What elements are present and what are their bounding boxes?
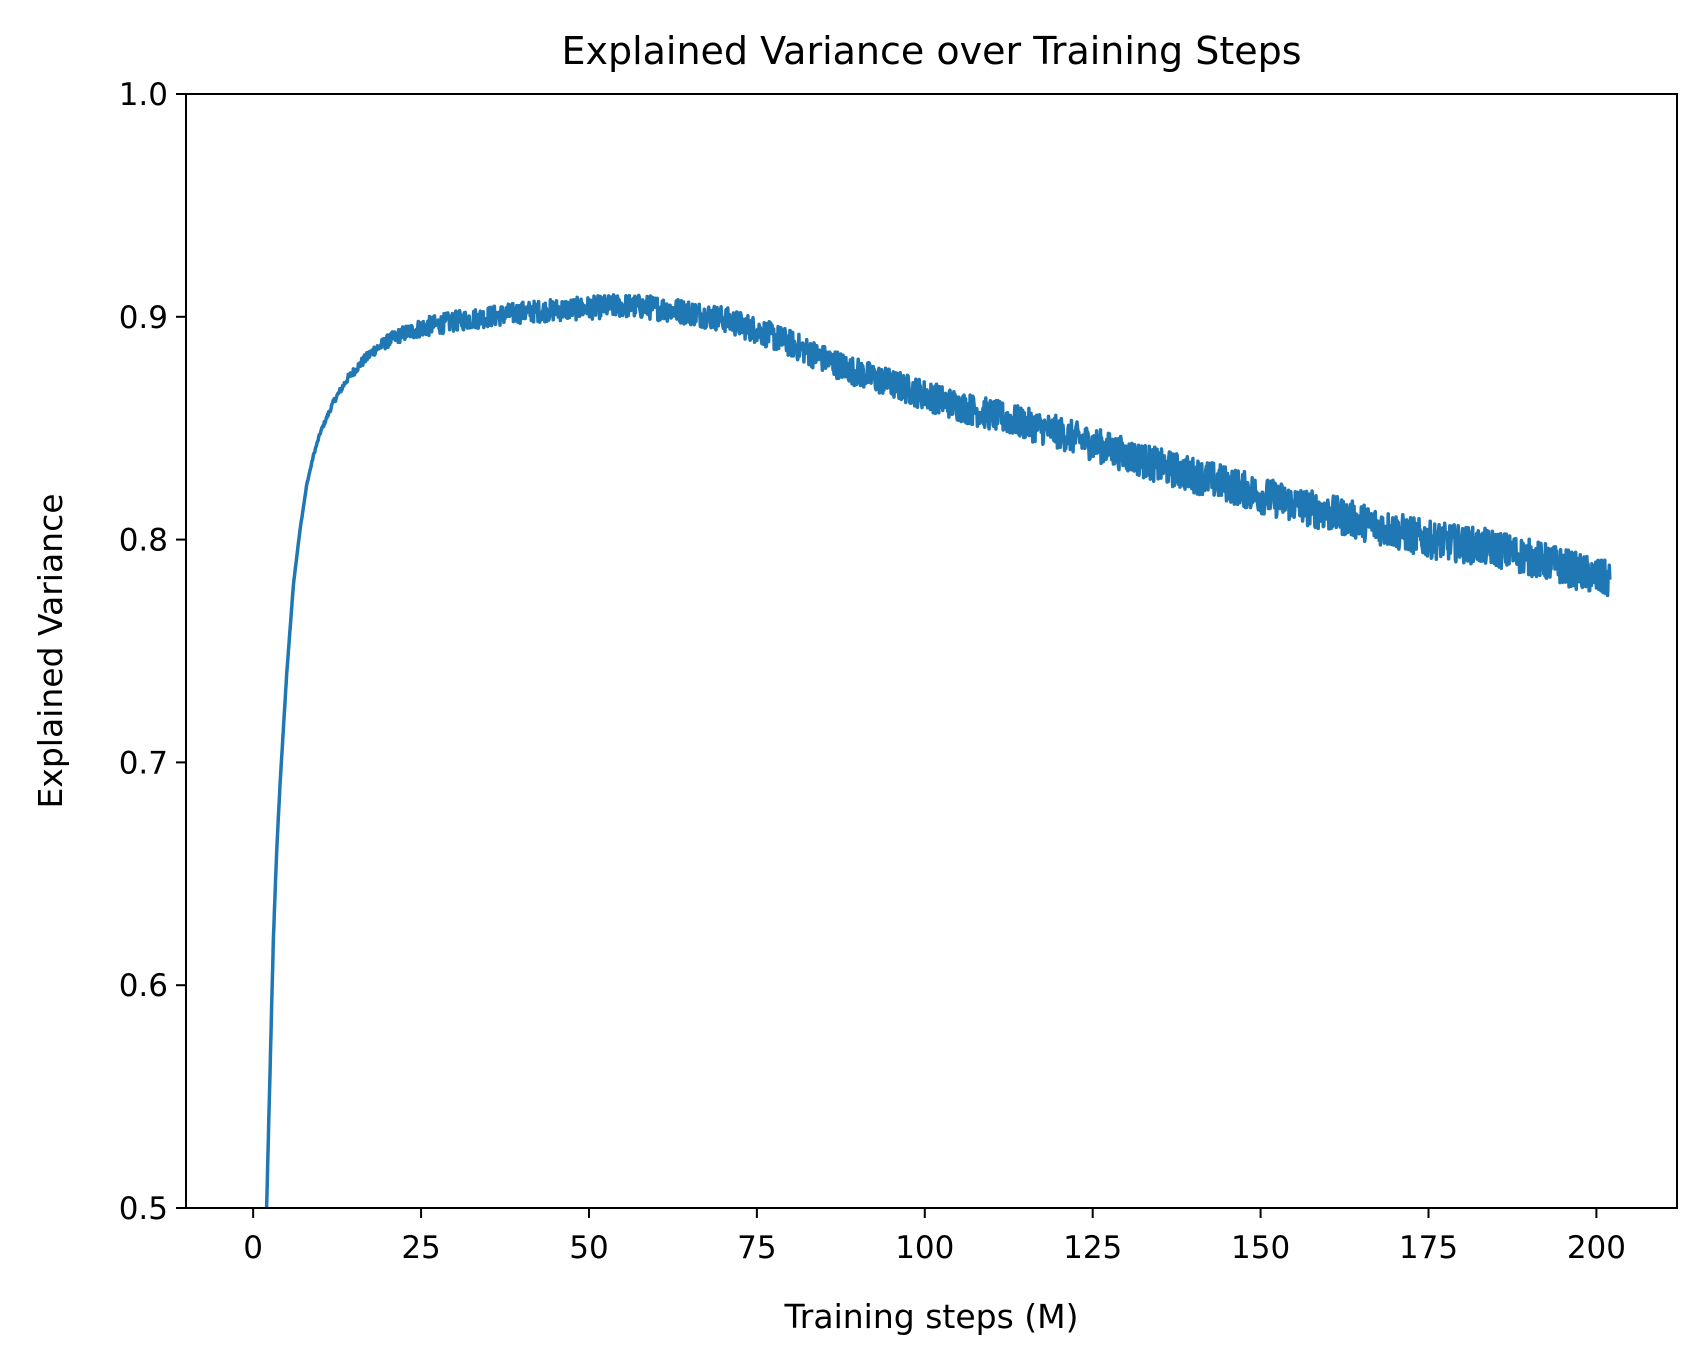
plot-layer xyxy=(264,293,1612,1209)
y-tick-label: 0.7 xyxy=(119,745,168,781)
axes-frame xyxy=(185,93,1678,1209)
x-tick-label: 25 xyxy=(401,1230,440,1266)
x-tick-label: 100 xyxy=(895,1230,954,1266)
x-tick-label: 125 xyxy=(1063,1230,1122,1266)
x-tick-label: 0 xyxy=(243,1230,263,1266)
chart-title: Explained Variance over Training Steps xyxy=(561,29,1301,73)
y-tick-label: 0.6 xyxy=(119,968,168,1004)
x-tick-label: 75 xyxy=(737,1230,776,1266)
y-tick-label: 0.5 xyxy=(119,1191,168,1227)
y-tick-label: 1.0 xyxy=(119,77,168,113)
x-tick-label: 175 xyxy=(1399,1230,1458,1266)
x-tick-label: 200 xyxy=(1567,1230,1626,1266)
series-line-explained-variance xyxy=(264,293,1612,1209)
x-tick-label: 150 xyxy=(1231,1230,1290,1266)
y-tick-label: 0.8 xyxy=(119,523,168,559)
x-axis-label: Training steps (M) xyxy=(784,1297,1079,1336)
y-axis-label: Explained Variance xyxy=(31,493,70,808)
x-axis-ticks: 0 25 50 75 100 125 150 175 200 xyxy=(243,1208,1626,1266)
y-axis-ticks: 0.5 0.6 0.7 0.8 0.9 1.0 xyxy=(119,77,186,1227)
y-tick-label: 0.9 xyxy=(119,300,168,336)
x-tick-label: 50 xyxy=(569,1230,608,1266)
